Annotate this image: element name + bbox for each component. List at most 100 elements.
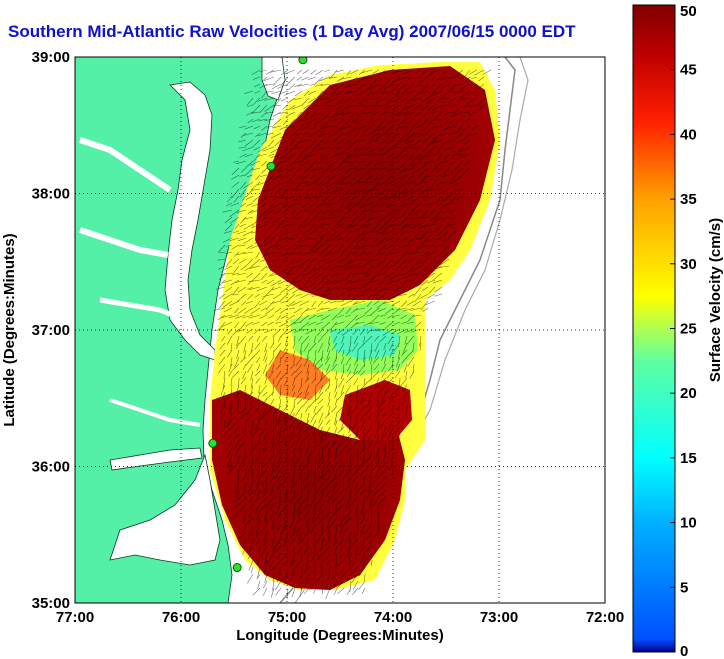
velocity-arrow	[454, 83, 464, 86]
velocity-arrow	[318, 76, 331, 82]
velocity-arrow	[381, 412, 387, 418]
velocity-arrow	[298, 335, 303, 342]
velocity-arrow	[394, 384, 401, 394]
velocity-arrow	[259, 104, 268, 113]
velocity-arrow	[375, 97, 387, 104]
velocity-arrow	[360, 503, 366, 515]
velocity-arrow	[258, 300, 268, 306]
velocity-arrow	[383, 223, 394, 232]
velocity-arrow	[229, 209, 240, 218]
velocity-arrow	[353, 531, 359, 538]
velocity-arrow	[338, 496, 345, 504]
velocity-arrow	[288, 104, 296, 111]
velocity-arrow	[354, 552, 359, 560]
velocity-arrow	[370, 153, 380, 157]
velocity-arrow	[266, 174, 275, 183]
velocity-arrow	[326, 573, 331, 584]
velocity-arrow	[376, 433, 380, 444]
velocity-arrow	[247, 461, 254, 473]
velocity-arrow	[269, 454, 275, 460]
velocity-arrow	[257, 552, 261, 564]
velocity-arrow	[370, 419, 373, 430]
velocity-arrow	[302, 475, 310, 483]
velocity-arrow	[367, 139, 373, 146]
velocity-arrow	[350, 251, 359, 255]
velocity-arrow	[375, 377, 380, 387]
velocity-arrow	[395, 69, 408, 73]
velocity-arrow	[308, 265, 317, 275]
velocity-arrow	[264, 209, 275, 216]
velocity-arrow	[433, 216, 443, 223]
velocity-arrow	[335, 559, 345, 568]
velocity-arrow	[404, 111, 415, 116]
velocity-arrow	[257, 489, 261, 497]
velocity-arrow	[246, 531, 254, 541]
velocity-arrow	[436, 97, 443, 102]
velocity-arrow	[218, 363, 226, 374]
velocity-arrow	[257, 97, 268, 102]
velocity-arrow	[289, 363, 296, 370]
velocity-arrow	[412, 342, 415, 351]
velocity-arrow	[420, 118, 429, 127]
velocity-arrow	[335, 90, 345, 96]
velocity-arrow	[260, 503, 268, 511]
velocity-arrow	[365, 545, 373, 552]
velocity-arrow	[305, 559, 310, 569]
velocity-arrow	[301, 258, 310, 265]
velocity-arrow	[366, 489, 373, 500]
velocity-arrow	[351, 419, 359, 431]
velocity-arrow	[416, 181, 429, 185]
velocity-arrow	[267, 181, 275, 185]
velocity-arrow	[324, 286, 331, 293]
velocity-arrow	[338, 461, 345, 470]
velocity-arrow	[401, 356, 408, 364]
velocity-arrow	[382, 160, 394, 163]
velocity-arrow	[284, 195, 296, 201]
velocity-arrow	[291, 384, 296, 392]
velocity-arrow	[380, 83, 387, 91]
velocity-arrow	[392, 69, 401, 74]
river-1	[79, 137, 172, 193]
velocity-arrow	[366, 531, 373, 540]
velocity-arrow	[371, 118, 380, 123]
velocity-arrow	[441, 174, 450, 178]
velocity-arrow	[464, 139, 471, 145]
station-marker	[266, 161, 276, 171]
velocity-arrow	[368, 349, 373, 361]
velocity-arrow	[346, 447, 352, 453]
velocity-arrow	[294, 153, 303, 163]
velocity-arrow	[343, 363, 345, 373]
velocity-arrow	[250, 209, 261, 213]
velocity-arrow	[244, 90, 254, 95]
velocity-arrow	[293, 97, 303, 101]
velocity-arrow	[399, 244, 408, 249]
velocity-arrow	[361, 538, 366, 549]
velocity-arrow	[451, 111, 464, 117]
velocity-arrow	[337, 307, 345, 316]
velocity-arrow	[316, 139, 324, 147]
velocity-arrow	[378, 279, 387, 285]
velocity-arrow	[311, 524, 317, 533]
velocity-arrow	[393, 258, 401, 267]
velocity-arrow	[289, 412, 296, 421]
velocity-arrow	[349, 279, 359, 284]
velocity-arrow	[301, 118, 310, 122]
velocity-arrow	[279, 321, 289, 327]
velocity-arrow	[301, 202, 310, 208]
velocity-arrow	[372, 370, 380, 378]
velocity-arrow	[264, 342, 268, 353]
velocity-arrow	[242, 545, 247, 555]
velocity-arrow	[308, 188, 317, 191]
velocity-arrow	[244, 517, 254, 526]
velocity-arrow	[251, 167, 261, 171]
velocity-arrow	[331, 342, 338, 351]
velocity-arrow	[268, 356, 275, 366]
velocity-arrow	[280, 251, 289, 258]
velocity-arrow	[292, 391, 296, 399]
velocity-arrow	[303, 90, 310, 97]
velocity-arrow	[315, 69, 324, 76]
velocity-arrow	[262, 146, 275, 152]
velocity-arrow	[287, 83, 296, 91]
velocity-arrow	[246, 174, 254, 178]
velocity-arrow	[460, 104, 471, 109]
